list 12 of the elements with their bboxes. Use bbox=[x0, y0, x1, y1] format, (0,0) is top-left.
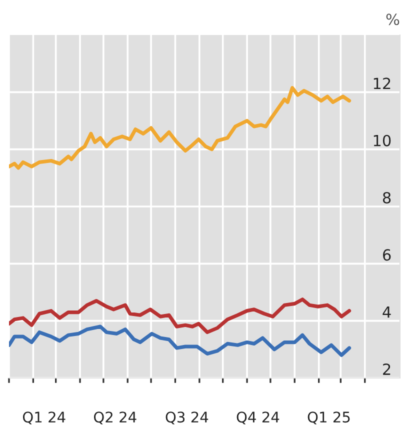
y-tick-label: 8 bbox=[382, 192, 391, 204]
x-tick-label: Q1 25 bbox=[308, 412, 350, 424]
y-tick-label: 4 bbox=[382, 306, 391, 318]
y-tick-label: 10 bbox=[374, 134, 391, 146]
x-tick-label: Q4 24 bbox=[236, 412, 280, 424]
y-tick-label: 2 bbox=[383, 363, 390, 375]
x-tick-label: Q1 24 bbox=[22, 412, 66, 424]
x-tick-label: Q2 24 bbox=[94, 412, 136, 424]
y-axis-title: % bbox=[386, 14, 400, 26]
x-tick-label: Q3 24 bbox=[166, 412, 208, 424]
y-tick-label: 12 bbox=[374, 78, 390, 89]
y-tick-label: 6 bbox=[383, 249, 391, 261]
